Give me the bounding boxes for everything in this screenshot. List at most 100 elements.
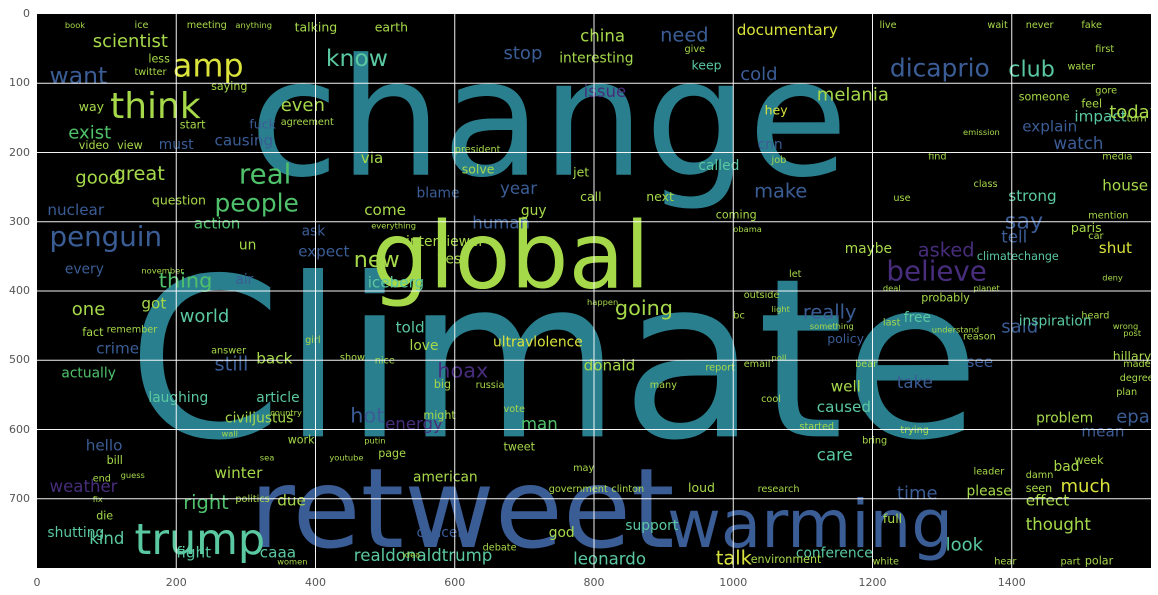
word-got: got — [141, 294, 166, 312]
word-well: well — [831, 377, 861, 395]
word-question: question — [152, 192, 206, 207]
word-polar: polar — [1085, 555, 1114, 568]
x-tick-label: 0 — [33, 576, 41, 589]
word-told: told — [396, 319, 425, 337]
x-tick-label: 1200 — [858, 576, 887, 589]
word-bill: bill — [107, 454, 123, 467]
word-full: full — [883, 511, 902, 526]
word-energy: energy — [385, 415, 443, 434]
word-action: action — [194, 215, 241, 233]
word-emission: emission — [963, 127, 1000, 137]
word-due: due — [277, 492, 306, 510]
word-see: see — [967, 353, 994, 371]
word-world: world — [180, 306, 230, 327]
word-fight: fight — [176, 544, 211, 562]
word-tell: tell — [1001, 228, 1027, 247]
word-deny: deny — [1102, 273, 1123, 283]
word-week: week — [1074, 454, 1104, 467]
word-retweet: retweet — [249, 445, 674, 568]
word-blame: blame — [417, 186, 460, 202]
word-made: made — [1123, 359, 1151, 370]
word-wrong: wrong — [1113, 321, 1139, 331]
word-show: show — [340, 352, 365, 363]
word-ice: ice — [135, 20, 149, 31]
word-winter: winter — [215, 464, 264, 482]
word-trump: trump — [135, 515, 266, 565]
word-turn: turn — [1127, 113, 1147, 124]
grid-layer — [37, 14, 1151, 568]
word-meeting: meeting — [187, 20, 227, 31]
word-iceberg: iceberg — [368, 274, 425, 292]
x-tick-label: 600 — [444, 576, 466, 589]
word-melania: melania — [817, 85, 889, 106]
word-research: research — [758, 484, 800, 495]
word-give: give — [685, 44, 706, 55]
word-email: email — [744, 359, 771, 370]
word-earth: earth — [375, 19, 408, 34]
word-paris: paris — [1071, 220, 1102, 235]
word-realdonaldtrump: realdonaldtrump — [354, 546, 493, 565]
word-start: start — [180, 118, 206, 131]
word-guess: guess — [121, 470, 145, 480]
word-conference: conference — [796, 546, 873, 562]
word-debate: debate — [483, 543, 517, 554]
y-tick-label: 100 — [9, 76, 30, 90]
word-car: car — [1088, 231, 1103, 242]
word-human: human — [472, 214, 530, 233]
word-plan: plan — [1116, 387, 1137, 398]
word-weather: weather — [50, 477, 118, 496]
word-hey: hey — [765, 102, 789, 117]
word-someone: someone — [1019, 91, 1070, 104]
word-asked: asked — [918, 238, 975, 261]
word-stop: stop — [504, 43, 543, 64]
word-hoax: hoax — [437, 359, 488, 383]
word-inspiration: inspiration — [1019, 314, 1092, 330]
word-un: un — [239, 237, 257, 253]
word-donald: donald — [584, 357, 636, 375]
word-politics: politics — [235, 494, 269, 505]
word-said: said — [1001, 317, 1038, 338]
word-called: called — [698, 158, 739, 174]
word-sea: sea — [260, 453, 275, 463]
word-last: last — [883, 318, 901, 329]
word-guy: guy — [521, 203, 547, 219]
word-page: page — [378, 447, 406, 460]
word-actually: actually — [61, 366, 115, 382]
word-class: class — [974, 179, 998, 190]
word-house: house — [1102, 177, 1148, 195]
word-fake: fake — [1081, 20, 1102, 31]
word-american: american — [413, 469, 478, 485]
word-use: use — [893, 193, 910, 204]
word-documentary: documentary — [737, 21, 838, 39]
word-russia: russia — [476, 380, 505, 391]
word-nuclear: nuclear — [47, 201, 104, 219]
x-tick-label: 1000 — [719, 576, 748, 589]
word-nice: nice — [375, 356, 395, 367]
word-degree: degree — [1120, 373, 1151, 384]
word-support: support — [625, 518, 679, 534]
word-people: people — [215, 188, 299, 217]
word-going: going — [615, 296, 673, 320]
x-tick-label: 400 — [305, 576, 326, 589]
word-cool: cool — [761, 394, 781, 405]
word-leader: leader — [974, 467, 1005, 478]
word-real: real — [239, 158, 291, 191]
word-trying: trying — [900, 425, 929, 436]
word-club: club — [1008, 56, 1055, 82]
word-care: care — [817, 446, 853, 465]
word-vote: vote — [504, 404, 525, 415]
y-tick-label: 300 — [9, 214, 30, 228]
word-putin: putin — [364, 435, 385, 445]
word-policy: policy — [827, 331, 864, 346]
word-bear: bear — [855, 359, 877, 370]
word-look: look — [946, 535, 984, 556]
word-penguin: penguin — [50, 220, 163, 253]
word-caaa: caaa — [260, 544, 296, 562]
word-cancel: cancel — [417, 525, 462, 541]
word-yes: yes — [437, 251, 461, 267]
word-something: something — [810, 321, 854, 331]
word-interviewer: interviewer — [406, 234, 484, 250]
word-many: many — [650, 380, 678, 391]
word-want: want — [50, 61, 108, 89]
word-big: big — [434, 378, 451, 391]
